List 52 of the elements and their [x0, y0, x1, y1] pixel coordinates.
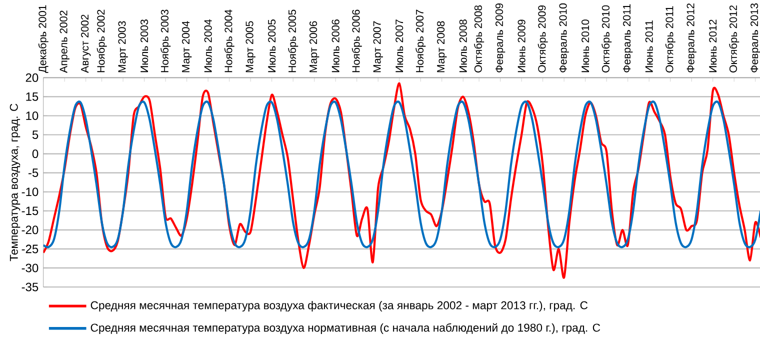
- x-tick-label: Август 2002: [81, 14, 91, 73]
- x-tick-label: Март 2004: [182, 21, 192, 72]
- x-tick-label: Июнь 2009: [518, 20, 526, 72]
- x-tick-label: Июнь 2012: [709, 20, 717, 72]
- x-tick-label: Февраль 2010: [559, 3, 569, 72]
- y-tick-label: -20: [22, 226, 38, 234]
- x-tick-label: Декабрь 2001: [38, 5, 48, 73]
- x-tick-label: Июль 2004: [204, 19, 212, 72]
- line-series: [43, 100, 760, 248]
- x-tick-label: Октябрь 2011: [665, 6, 676, 72]
- y-tick-label: 20: [26, 73, 38, 82]
- x-tick-label: Июнь 2010: [582, 20, 590, 72]
- x-tick-label: Март 2008: [437, 21, 447, 72]
- legend-label: Средняя месячная температура воздуха фактическая (за январь 2002 - март 2013 гг.), град. С: [90, 300, 588, 312]
- y-tick-label: -15: [22, 206, 38, 216]
- x-tick-label: Февраль 2012: [686, 3, 696, 72]
- x-tick-label: Март 2005: [246, 21, 256, 72]
- line-series: [43, 82, 760, 279]
- x-tick-label: Ноябрь 2007: [416, 10, 426, 72]
- legend-label: Средняя месячная температура воздуха нормативная (с начала наблюдений до 1980 г.), град. С: [90, 323, 600, 334]
- y-tick-label: 0: [32, 150, 38, 158]
- x-tick-label: Октябрь 2012: [729, 5, 740, 72]
- x-tick-label: Апрель 2002: [60, 10, 70, 73]
- x-tick-label: Март 2006: [310, 21, 320, 72]
- x-tick-label: Ноябрь 2006: [352, 10, 362, 72]
- y-tick-label: 5: [32, 130, 38, 139]
- x-tick-label: Март 2003: [118, 21, 128, 72]
- x-tick-label: Июнь 2011: [645, 20, 653, 72]
- x-tick-label: Июль 2008: [459, 20, 467, 72]
- x-tick-label: Июль 2005: [268, 20, 276, 72]
- y-tick-label: 15: [26, 92, 38, 101]
- x-tick-label: Октябрь 2010: [602, 5, 612, 72]
- y-tick-label: -25: [22, 244, 38, 254]
- x-tick-label: Февраль 2009: [495, 3, 506, 72]
- y-axis-title: Температура воздуха, град. С: [10, 104, 20, 262]
- x-tick-label: Ноябрь 2002: [96, 10, 107, 72]
- y-tick-label: -35: [22, 282, 38, 292]
- x-tick-label: Ноябрь 2004: [224, 10, 234, 72]
- x-tick-label: Октябрь 2009: [538, 5, 548, 72]
- y-tick-label: -30: [22, 264, 38, 272]
- x-tick-label: Ноябрь 2003: [160, 10, 171, 72]
- y-tick-label: 10: [26, 111, 38, 120]
- y-tick-label: -5: [28, 168, 38, 178]
- x-tick-label: Октябрь 2008: [474, 5, 484, 72]
- x-tick-label: Ноябрь 2005: [288, 10, 298, 72]
- x-tick-label: Март 2007: [373, 21, 383, 72]
- y-tick-label: -10: [22, 188, 38, 196]
- x-tick-label: Июль 2003: [140, 20, 148, 72]
- x-tick-label: Февраль 2013: [750, 3, 760, 72]
- x-tick-label: Июль 2007: [396, 20, 404, 72]
- x-tick-label: Февраль 2011: [623, 4, 633, 72]
- x-tick-label: Июль 2006: [332, 20, 340, 72]
